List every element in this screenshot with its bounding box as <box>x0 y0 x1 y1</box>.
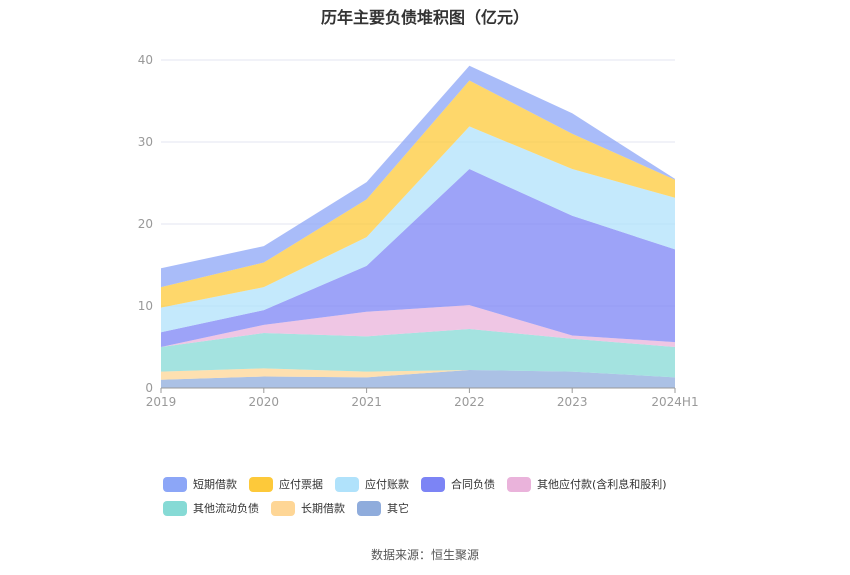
area-series <box>161 328 675 378</box>
x-tick-label: 2023 <box>557 395 588 409</box>
x-tick-label: 2021 <box>351 395 382 409</box>
legend-label: 其他流动负债 <box>193 502 259 515</box>
legend-label: 其他应付款(含利息和股利) <box>537 478 667 491</box>
area-series <box>161 369 675 388</box>
stacked-area-chart: 0 10 20 30 40 2019 2020 2021 2022 2023 2024H1 <box>138 53 699 409</box>
data-source: 数据来源：恒生聚源 <box>370 548 479 562</box>
legend-item-other-payables[interactable]: 其他应付款(含利息和股利) <box>507 476 667 492</box>
legend-item-others[interactable]: 其它 <box>357 500 409 516</box>
area-series <box>161 80 675 308</box>
y-tick-label: 20 <box>138 217 153 231</box>
legend-item-long-term-loans[interactable]: 长期借款 <box>271 500 345 516</box>
legend-label: 其它 <box>387 502 409 515</box>
legend-row-2: 其他流动负债 长期借款 其它 <box>163 496 723 520</box>
legend-swatch <box>163 500 187 516</box>
legend-label: 合同负债 <box>451 478 495 491</box>
legend-swatch <box>271 500 295 516</box>
x-tick-label: 2022 <box>454 395 485 409</box>
area-series <box>161 169 675 347</box>
area-series <box>161 305 675 347</box>
x-tick-label: 2019 <box>146 395 177 409</box>
area-series <box>161 368 675 380</box>
area-series <box>161 65 675 288</box>
legend-swatch <box>507 476 531 492</box>
legend-label: 应付票据 <box>279 478 323 491</box>
area-series <box>161 126 675 333</box>
y-tick-label: 40 <box>138 53 153 67</box>
legend-label: 长期借款 <box>301 502 345 515</box>
legend-swatch <box>335 476 359 492</box>
legend-item-other-current-liabilities[interactable]: 其他流动负债 <box>163 500 259 516</box>
y-tick-label: 10 <box>138 299 153 313</box>
legend-swatch <box>421 476 445 492</box>
legend-item-notes-payable[interactable]: 应付票据 <box>249 476 323 492</box>
x-tick-label: 2024H1 <box>651 395 698 409</box>
chart-legend: 短期借款 应付票据 应付账款 合同负债 其他应付款(含利息和股利) 其他流动负债… <box>163 472 723 520</box>
legend-swatch <box>249 476 273 492</box>
x-tick-label: 2020 <box>249 395 280 409</box>
y-tick-label: 30 <box>138 135 153 149</box>
legend-item-accounts-payable[interactable]: 应付账款 <box>335 476 409 492</box>
legend-label: 应付账款 <box>365 478 409 491</box>
legend-swatch <box>357 500 381 516</box>
legend-item-contract-liabilities[interactable]: 合同负债 <box>421 476 495 492</box>
legend-row-1: 短期借款 应付票据 应付账款 合同负债 其他应付款(含利息和股利) <box>163 472 723 496</box>
legend-label: 短期借款 <box>193 478 237 491</box>
legend-item-short-term-loans[interactable]: 短期借款 <box>163 476 237 492</box>
y-tick-label: 0 <box>145 381 153 395</box>
legend-swatch <box>163 476 187 492</box>
chart-title: 历年主要负债堆积图（亿元） <box>320 8 529 27</box>
